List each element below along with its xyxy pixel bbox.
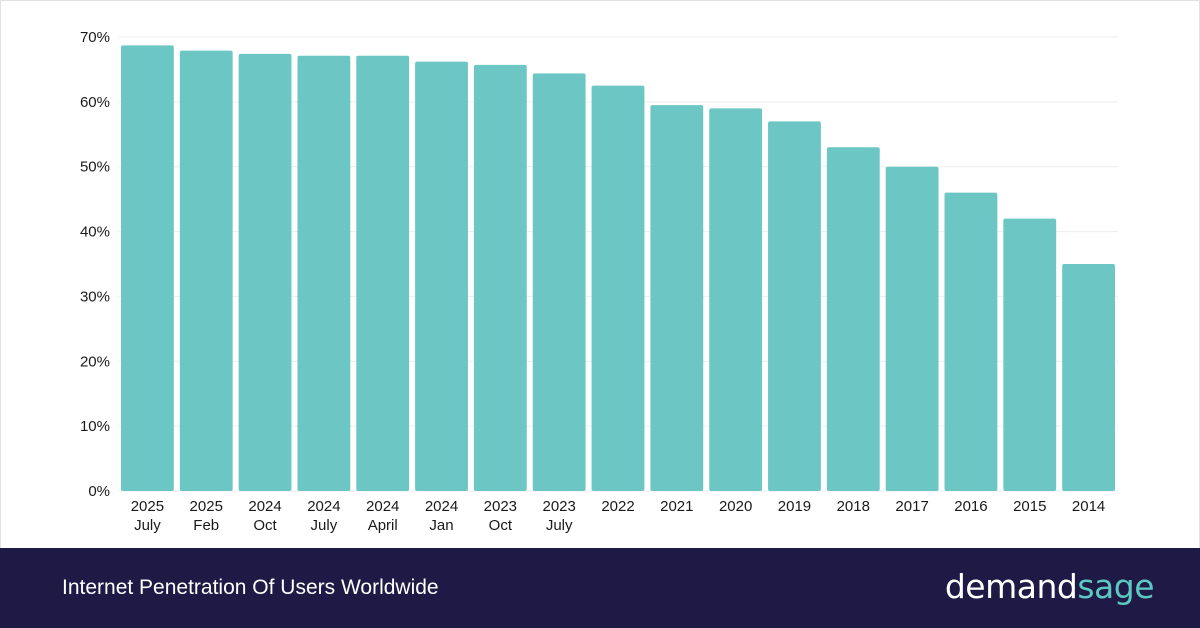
x-tick-label-line: July xyxy=(311,517,338,534)
x-tick-label-line: 2017 xyxy=(895,498,928,515)
x-tick-label: 2025 Feb xyxy=(190,498,223,534)
y-tick-label: 10% xyxy=(80,418,110,435)
x-tick-label-line: Oct xyxy=(253,517,277,534)
x-tick-label-line: 2024 xyxy=(307,498,340,515)
bar xyxy=(179,50,233,492)
brand-logo-part-1: demand xyxy=(944,567,1078,606)
bar xyxy=(885,166,939,491)
x-tick-label-line: 2015 xyxy=(1013,498,1046,515)
x-tick-label: 2025 July xyxy=(131,498,164,534)
bar xyxy=(709,108,763,491)
bar xyxy=(768,121,821,492)
x-tick-label-line: 2022 xyxy=(601,498,634,515)
x-tick-label: 2015 xyxy=(1013,498,1046,515)
x-tick-label: 2020 xyxy=(719,498,752,515)
x-tick-label-line: July xyxy=(134,517,161,534)
x-tick-label-line: 2020 xyxy=(719,498,752,515)
y-tick-label: 30% xyxy=(80,288,110,305)
x-tick-label: 2019 xyxy=(778,498,811,515)
y-tick-label: 60% xyxy=(80,94,110,111)
bar xyxy=(356,55,410,492)
x-tick-label-line: 2024 xyxy=(248,498,281,515)
x-tick-label: 2023 Oct xyxy=(484,498,517,534)
bar xyxy=(1062,264,1115,491)
x-tick-label-line: July xyxy=(546,517,573,534)
x-tick-label-line: 2025 xyxy=(190,498,223,515)
chart-title: Internet Penetration Of Users Worldwide xyxy=(62,576,439,599)
brand-logo: demandsage xyxy=(944,548,1155,628)
x-tick-label-line: 2021 xyxy=(660,498,693,515)
x-tick-label-line: 2024 xyxy=(366,498,399,515)
y-axis-ticks: 0% 10% 20% 30% 40% 50% 60% 70% xyxy=(80,29,110,500)
bars xyxy=(121,45,1115,492)
x-tick-label-line: Oct xyxy=(489,517,513,534)
bar xyxy=(121,45,174,491)
y-tick-label: 40% xyxy=(80,224,110,241)
x-tick-label-line: 2016 xyxy=(954,498,987,515)
x-tick-label: 2024 Oct xyxy=(248,498,281,534)
x-tick-label-line: 2023 xyxy=(484,498,517,515)
x-tick-label-line: 2023 xyxy=(542,498,575,515)
x-tick-label-line: April xyxy=(368,517,398,534)
x-tick-label-line: 2024 xyxy=(425,498,458,515)
bar xyxy=(826,147,880,491)
x-tick-label: 2024 Jan xyxy=(425,498,458,534)
bar xyxy=(473,64,527,491)
x-tick-label: 2023 July xyxy=(542,498,575,534)
bar xyxy=(238,53,292,492)
bar xyxy=(944,192,998,491)
bar xyxy=(591,85,645,492)
x-tick-label: 2024 April xyxy=(366,498,399,534)
bar xyxy=(1003,218,1057,491)
y-tick-label: 70% xyxy=(80,29,110,46)
x-tick-label-line: 2025 xyxy=(131,498,164,515)
y-tick-label: 50% xyxy=(80,159,110,176)
x-tick-label-line: 2014 xyxy=(1072,498,1105,515)
bar xyxy=(415,61,468,491)
y-tick-label: 0% xyxy=(88,483,110,500)
x-tick-label: 2017 xyxy=(895,498,928,515)
bar xyxy=(297,55,351,492)
bar xyxy=(532,73,586,491)
bar xyxy=(650,105,704,491)
x-tick-label-line: 2019 xyxy=(778,498,811,515)
x-tick-label-line: Feb xyxy=(193,517,219,534)
x-tick-label-line: 2018 xyxy=(837,498,870,515)
x-tick-label: 2018 xyxy=(837,498,870,515)
x-tick-label: 2021 xyxy=(660,498,693,515)
x-tick-label: 2024 July xyxy=(307,498,340,534)
x-tick-label: 2014 xyxy=(1072,498,1105,515)
x-tick-label-line: Jan xyxy=(429,517,453,534)
x-tick-label: 2016 xyxy=(954,498,987,515)
brand-logo-part-2: sage xyxy=(1077,567,1154,606)
x-tick-label: 2022 xyxy=(601,498,634,515)
footer-bar: Internet Penetration Of Users Worldwide … xyxy=(0,548,1200,628)
y-tick-label: 20% xyxy=(80,353,110,370)
